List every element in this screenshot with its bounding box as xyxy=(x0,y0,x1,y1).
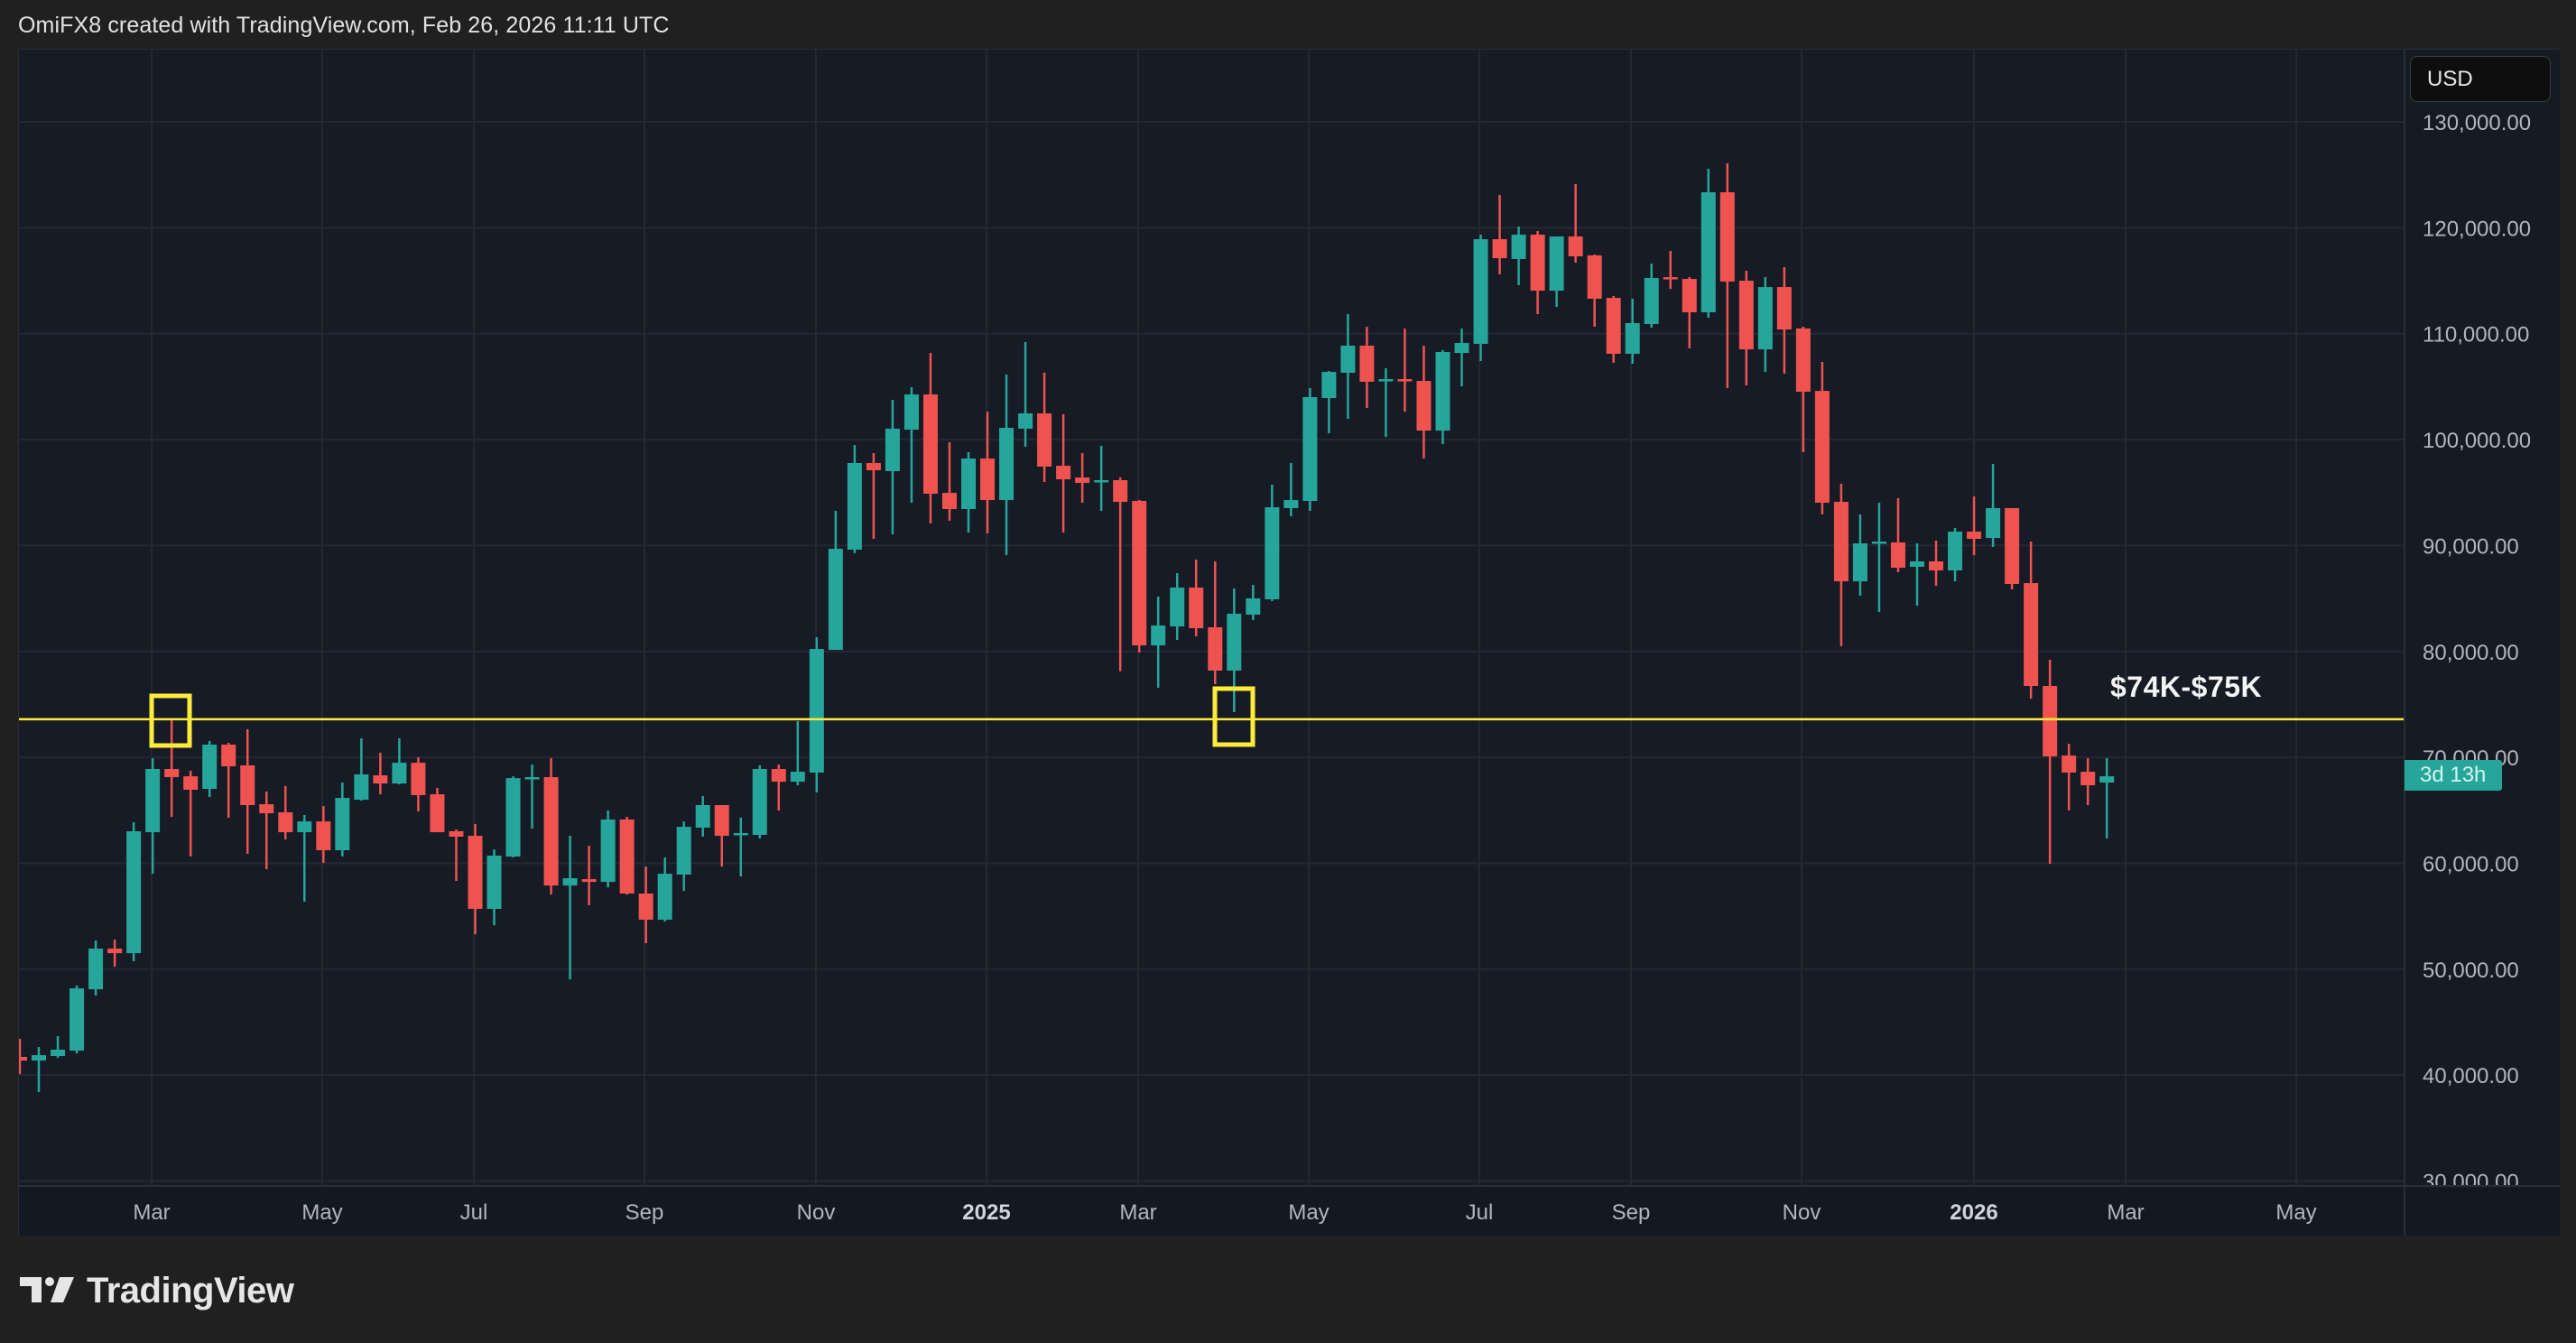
price-tick-label: 60,000.00 xyxy=(2423,852,2519,876)
chart-grid xyxy=(19,50,2560,1236)
level-annotation-label: $74K-$75K xyxy=(2110,671,2263,703)
attribution-text: OmiFX8 created with TradingView.com, Feb… xyxy=(18,13,670,38)
highlight-boxes xyxy=(149,686,1256,748)
time-tick-label: Jul xyxy=(460,1200,488,1225)
price-tick-label: 110,000.00 xyxy=(2423,323,2529,347)
bar-countdown-label: 3d 13h xyxy=(2405,760,2502,791)
time-tick-label: 2025 xyxy=(962,1200,1010,1225)
time-tick-label: Mar xyxy=(133,1200,170,1225)
time-tick-label: Nov xyxy=(797,1200,836,1225)
time-tick-label: Jul xyxy=(1466,1200,1494,1225)
time-tick-label: Mar xyxy=(2107,1200,2144,1225)
price-tick-label: 120,000.00 xyxy=(2423,217,2531,241)
price-tick-label: 90,000.00 xyxy=(2423,534,2519,559)
currency-button[interactable]: USD xyxy=(2410,56,2551,102)
price-tick-label: 40,000.00 xyxy=(2423,1064,2519,1088)
candles-series xyxy=(19,163,2115,1093)
tradingview-logo-text: TradingView xyxy=(87,1271,294,1311)
time-tick-label: May xyxy=(301,1200,342,1225)
tradingview-logo[interactable]: TradingView xyxy=(20,1271,294,1311)
time-tick-label: May xyxy=(1288,1200,1329,1225)
time-tick-label: 2026 xyxy=(1950,1200,1997,1225)
time-tick-label: May xyxy=(2275,1200,2316,1225)
time-tick-label: Sep xyxy=(1612,1200,1651,1225)
price-tick-label: 130,000.00 xyxy=(2423,111,2531,135)
tradingview-logo-icon xyxy=(20,1276,74,1302)
candlestick-chart[interactable]: 130,000.00 120,000.00 110,000.00 100,000.00… xyxy=(19,50,2560,1236)
time-tick-label: Sep xyxy=(625,1200,664,1225)
price-tick-label: 100,000.00 xyxy=(2423,429,2531,453)
time-tick-label: Mar xyxy=(1119,1200,1156,1225)
chart-panel[interactable]: 130,000.00 120,000.00 110,000.00 100,000.00… xyxy=(18,49,2560,1236)
price-tick-label: 50,000.00 xyxy=(2423,959,2519,983)
price-axis[interactable]: 130,000.00 120,000.00 110,000.00 100,000.00… xyxy=(2404,50,2531,1236)
time-axis[interactable]: Mar May Jul Sep Nov 2025 Mar May Jul Sep Nov 2026 Ma… xyxy=(19,1185,2560,1236)
price-tick-label: 80,000.00 xyxy=(2423,641,2519,665)
time-tick-label: Nov xyxy=(1783,1200,1821,1225)
